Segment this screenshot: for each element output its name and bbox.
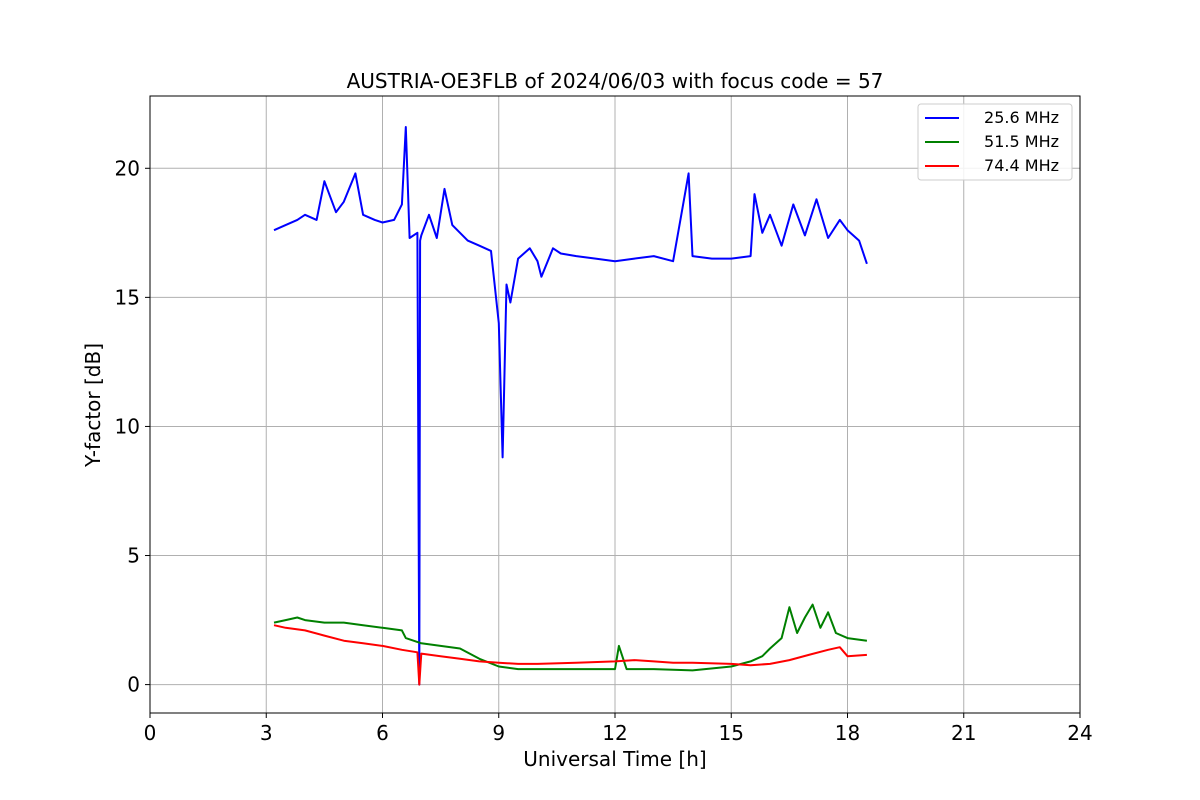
legend-entry: 25.6 MHz xyxy=(984,108,1059,127)
y-tick-label: 10 xyxy=(115,414,140,438)
x-tick-label: 9 xyxy=(492,721,505,745)
series-line-2 xyxy=(273,603,868,672)
x-tick-label: 0 xyxy=(144,721,157,745)
legend: 25.6 MHz 51.5 MHz 74.4 MHz xyxy=(917,103,1073,181)
y-tick-label: 5 xyxy=(127,544,140,568)
x-tick-label: 6 xyxy=(376,721,389,745)
axis-ticks: 0 3 6 9 12 15 18 21 24 0 5 10 15 20 xyxy=(115,156,1093,745)
x-tick-label: 18 xyxy=(835,721,860,745)
series-group xyxy=(273,126,868,686)
x-tick-label: 12 xyxy=(602,721,627,745)
legend-entry: 74.4 MHz xyxy=(984,156,1059,175)
x-tick-label: 3 xyxy=(260,721,273,745)
x-tick-label: 15 xyxy=(719,721,744,745)
legend-entry: 51.5 MHz xyxy=(984,132,1059,151)
x-tick-label: 21 xyxy=(951,721,976,745)
x-tick-label: 24 xyxy=(1067,721,1092,745)
series-line-3 xyxy=(273,624,867,686)
chart-title: AUSTRIA-OE3FLB of 2024/06/03 with focus … xyxy=(347,69,884,93)
series-line-1 xyxy=(273,126,868,686)
grid xyxy=(149,96,1081,713)
y-axis-label: Y-factor [dB] xyxy=(81,343,105,468)
y-tick-label: 15 xyxy=(115,285,140,309)
y-tick-label: 0 xyxy=(127,673,140,697)
y-tick-label: 20 xyxy=(115,156,140,180)
x-axis-label: Universal Time [h] xyxy=(523,747,706,771)
legend-box xyxy=(917,103,1073,181)
